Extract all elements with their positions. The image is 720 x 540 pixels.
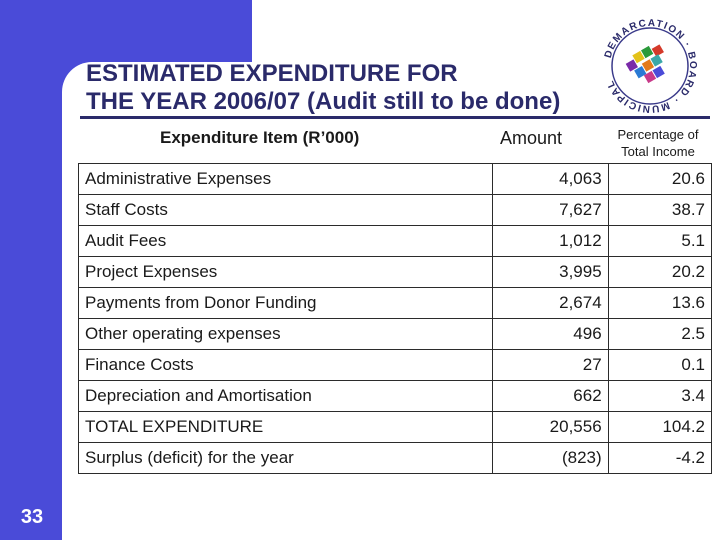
logo-icon: DEMARCATION · BOARD · MUNICIPAL — [603, 18, 697, 114]
cell-item: Depreciation and Amortisation — [77, 380, 494, 412]
cell-amount: 27 — [492, 349, 609, 381]
slide-title: ESTIMATED EXPENDITURE FOR THE YEAR 2006/… — [86, 60, 646, 116]
cell-item: Audit Fees — [77, 225, 494, 257]
table-row: Project Expenses 3,995 20.2 — [77, 256, 713, 288]
cell-amount: (823) — [492, 442, 609, 474]
cell-amount: 662 — [492, 380, 609, 412]
cell-item: Surplus (deficit) for the year — [77, 442, 494, 474]
cell-amount: 496 — [492, 318, 609, 350]
table-row: Staff Costs 7,627 38.7 — [77, 194, 713, 226]
table-row-total: TOTAL EXPENDITURE 20,556 104.2 — [77, 411, 713, 443]
cell-amount: 7,627 — [492, 194, 609, 226]
title-line-2: THE YEAR 2006/07 (Audit still to be done… — [86, 88, 561, 115]
table-row: Payments from Donor Funding 2,674 13.6 — [77, 287, 713, 319]
cell-amount: 2,674 — [492, 287, 609, 319]
cell-percentage: 2.5 — [607, 318, 713, 350]
cell-item: Administrative Expenses — [77, 163, 494, 195]
column-header-item: Expenditure Item (R’000) — [160, 128, 360, 147]
cell-amount: 4,063 — [492, 163, 609, 195]
cell-item: Staff Costs — [77, 194, 494, 226]
expenditure-table: Administrative Expenses 4,063 20.6 Staff… — [77, 163, 713, 474]
top-accent-band — [0, 0, 252, 62]
cell-amount: 3,995 — [492, 256, 609, 288]
cell-percentage: 3.4 — [607, 380, 713, 412]
municipal-demarcation-board-logo: DEMARCATION · BOARD · MUNICIPAL — [598, 14, 702, 118]
table-row: Finance Costs 27 0.1 — [77, 349, 713, 381]
cell-item: TOTAL EXPENDITURE — [77, 411, 494, 443]
cell-percentage: 5.1 — [607, 225, 713, 257]
cell-percentage: 13.6 — [607, 287, 713, 319]
cell-item: Finance Costs — [77, 349, 494, 381]
table-row: Other operating expenses 496 2.5 — [77, 318, 713, 350]
cell-percentage: 20.2 — [607, 256, 713, 288]
column-header-amount: Amount — [500, 128, 563, 148]
cell-percentage: 20.6 — [607, 163, 713, 195]
cell-percentage: 104.2 — [607, 411, 713, 443]
cell-item: Other operating expenses — [77, 318, 494, 350]
page-number: 33 — [20, 506, 44, 528]
table-row: Depreciation and Amortisation 662 3.4 — [77, 380, 713, 412]
column-header-percentage-line-1: Percentage of — [617, 127, 699, 142]
cell-amount: 1,012 — [492, 225, 609, 257]
table-row: Administrative Expenses 4,063 20.6 — [77, 163, 713, 195]
cell-item: Payments from Donor Funding — [77, 287, 494, 319]
table-row: Audit Fees 1,012 5.1 — [77, 225, 713, 257]
table-row-surplus: Surplus (deficit) for the year (823) -4.… — [77, 442, 713, 474]
cell-percentage: 0.1 — [607, 349, 713, 381]
column-header-percentage-line-2: Total Income — [621, 144, 695, 159]
cell-amount: 20,556 — [492, 411, 609, 443]
cell-item: Project Expenses — [77, 256, 494, 288]
title-underline — [80, 116, 710, 119]
cell-percentage: 38.7 — [607, 194, 713, 226]
column-header-percentage: Percentage of Total Income — [606, 126, 710, 160]
cell-percentage: -4.2 — [607, 442, 713, 474]
left-accent-band — [0, 0, 62, 540]
accent-corner-mask — [62, 62, 122, 122]
title-line-1: ESTIMATED EXPENDITURE FOR — [86, 60, 458, 87]
